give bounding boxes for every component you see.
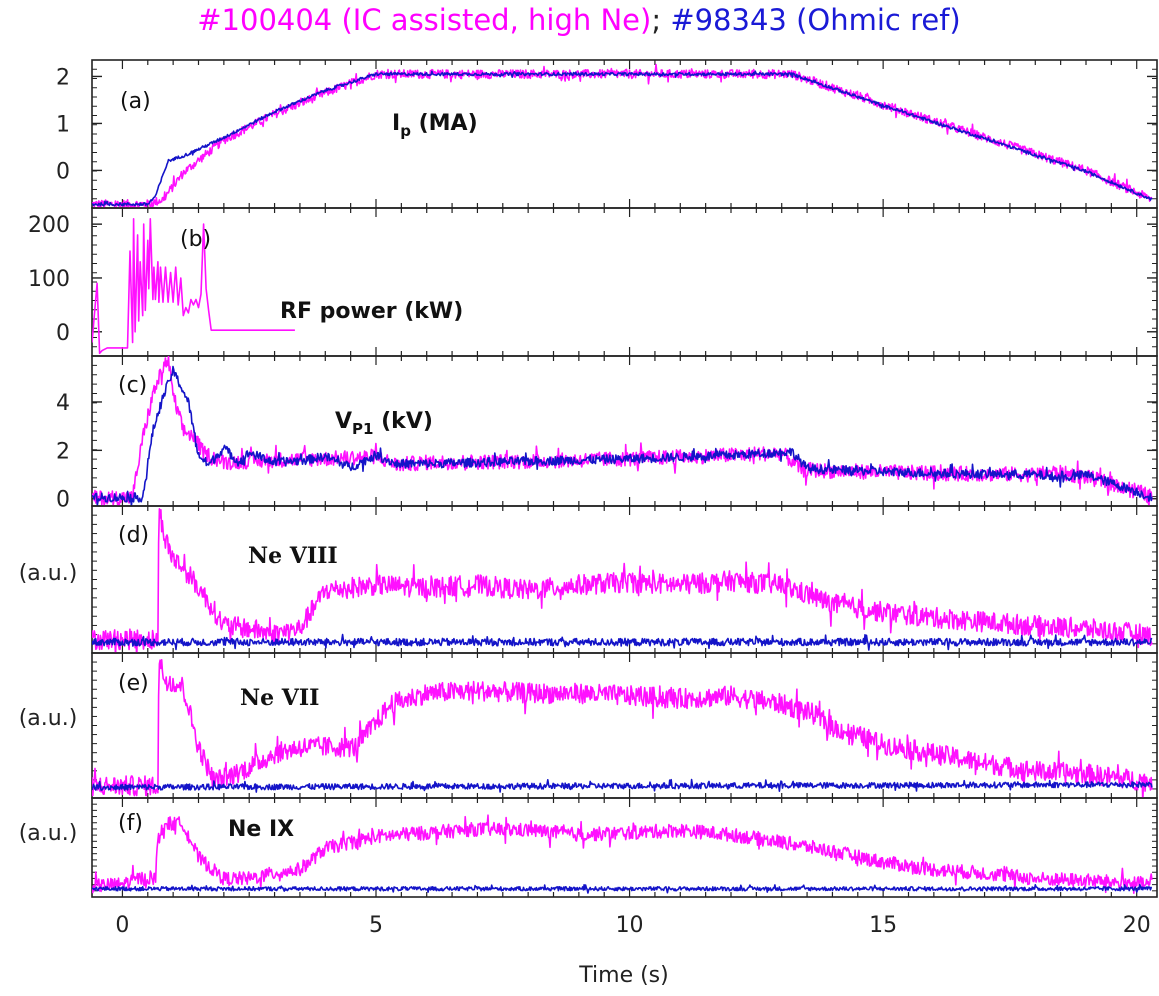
series-line-100404 [92, 658, 1153, 798]
panel-quantity-label: VP1 (kV) [335, 409, 433, 438]
y-tick-label: 2 [56, 439, 70, 464]
y-axis-label: (a.u.) [19, 561, 78, 586]
panel-quantity-label: RF power (kW) [280, 299, 463, 324]
figure-title: #100404 (IC assisted, high Ne); #98343 (… [197, 3, 960, 37]
x-tick-label: 5 [369, 913, 383, 938]
y-tick-label: 0 [56, 321, 70, 346]
series-line-100404 [92, 814, 1153, 895]
x-axis: 0 5 10 15 20 [115, 913, 1150, 938]
y-tick-label: 0 [56, 159, 70, 184]
series-line-98343 [92, 633, 1153, 651]
panel-letter: (c) [118, 373, 147, 398]
panel-quantity-label: Ne VII [240, 685, 319, 711]
y-tick-label: 200 [28, 213, 70, 238]
series-line-98343 [92, 365, 1153, 506]
y-tick-label: 2 [56, 65, 70, 90]
panel-b: 0 100 200 (b) RF power (kW) [28, 207, 1158, 357]
y-tick-label: 1 [56, 112, 70, 137]
panel-f: (a.u.) (f) Ne IX [19, 797, 1158, 898]
panels-group: 0 1 2 (a) Ip (MA) 0 100 200 (b) RF power (kW) 0 2 4 (… [19, 59, 1158, 898]
series-line-98343 [92, 70, 1153, 207]
y-tick-label: 4 [56, 391, 70, 416]
title-part-ic-assisted: #100404 (IC assisted, high Ne) [197, 3, 651, 37]
panel-frame [91, 355, 1158, 507]
title-separator: ; [651, 3, 670, 37]
y-axis-label: (a.u.) [19, 821, 78, 846]
series-line-100404 [92, 218, 295, 355]
y-tick-label: 100 [28, 267, 70, 292]
panel-letter: (e) [118, 671, 149, 696]
title-part-ohmic: #98343 (Ohmic ref) [670, 3, 960, 37]
series-line-100404 [92, 356, 1153, 506]
panel-quantity-label: Ne VIII [248, 543, 338, 569]
panel-letter: (d) [118, 523, 149, 548]
y-axis-label: (a.u.) [19, 706, 78, 731]
panel-quantity-label: Ne IX [228, 817, 294, 842]
panel-frame [91, 652, 1158, 799]
series-line-100404 [92, 63, 1153, 208]
panel-letter: (a) [120, 89, 151, 114]
x-tick-label: 10 [616, 913, 644, 938]
series-line-100404 [92, 507, 1153, 653]
panel-frame [91, 59, 1158, 209]
y-tick-label: 0 [56, 488, 70, 513]
panel-frame [91, 797, 1158, 898]
panel-frame [91, 207, 1158, 357]
x-tick-label: 15 [869, 913, 897, 938]
x-tick-label: 0 [115, 913, 129, 938]
series-line-98343 [92, 883, 1153, 894]
x-tick-label: 20 [1123, 913, 1151, 938]
x-axis-label: Time (s) [578, 963, 668, 988]
panel-a: 0 1 2 (a) Ip (MA) [56, 59, 1158, 209]
panel-c: 0 2 4 (c) VP1 (kV) [56, 355, 1158, 513]
panel-quantity-label: Ip (MA) [392, 111, 478, 140]
panel-e: (a.u.) (e) Ne VII [19, 652, 1158, 799]
series-line-98343 [92, 778, 1153, 793]
panel-letter: (f) [118, 811, 143, 836]
panel-letter: (b) [180, 227, 211, 252]
panel-d: (a.u.) (d) Ne VIII [19, 505, 1158, 654]
